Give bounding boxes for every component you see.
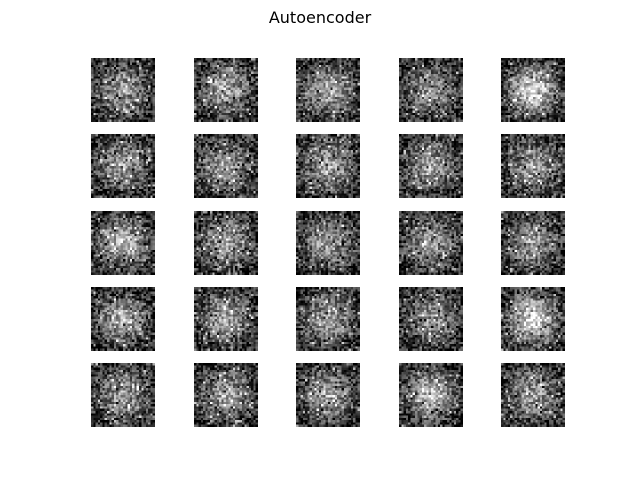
generated-image-tile <box>91 363 155 427</box>
generated-image <box>91 58 155 122</box>
generated-image-tile <box>194 134 258 198</box>
generated-image <box>399 363 463 427</box>
generated-image-tile <box>296 363 360 427</box>
generated-image <box>399 58 463 122</box>
generated-image-tile <box>194 363 258 427</box>
generated-image-tile <box>399 211 463 275</box>
generated-image <box>399 287 463 351</box>
generated-image <box>91 211 155 275</box>
generated-image <box>399 134 463 198</box>
generated-image-tile <box>194 58 258 122</box>
generated-image <box>91 134 155 198</box>
generated-image <box>91 363 155 427</box>
generated-image-tile <box>91 134 155 198</box>
generated-image <box>399 211 463 275</box>
generated-image <box>194 287 258 351</box>
generated-image-tile <box>399 58 463 122</box>
generated-image-tile <box>194 287 258 351</box>
generated-image-tile <box>501 287 565 351</box>
generated-image <box>91 287 155 351</box>
generated-image-tile <box>296 134 360 198</box>
generated-image-tile <box>296 287 360 351</box>
generated-image <box>194 363 258 427</box>
generated-image <box>501 211 565 275</box>
generated-image <box>194 58 258 122</box>
generated-image <box>296 58 360 122</box>
generated-image-tile <box>399 363 463 427</box>
generated-image <box>194 211 258 275</box>
generated-image <box>501 363 565 427</box>
generated-image-tile <box>91 211 155 275</box>
generated-image-tile <box>91 58 155 122</box>
generated-image <box>501 287 565 351</box>
generated-image <box>296 363 360 427</box>
generated-image-tile <box>501 134 565 198</box>
generated-image-tile <box>501 58 565 122</box>
generated-image <box>501 58 565 122</box>
generated-image <box>296 211 360 275</box>
generated-image-tile <box>399 134 463 198</box>
generated-image-tile <box>501 363 565 427</box>
generated-image-tile <box>501 211 565 275</box>
generated-image-tile <box>91 287 155 351</box>
generated-image <box>501 134 565 198</box>
generated-image-tile <box>194 211 258 275</box>
generated-image <box>194 134 258 198</box>
generated-image <box>296 134 360 198</box>
generated-image-tile <box>399 287 463 351</box>
generated-image <box>296 287 360 351</box>
generated-image-tile <box>296 211 360 275</box>
figure-title: Autoencoder <box>268 8 372 27</box>
generated-image-tile <box>296 58 360 122</box>
